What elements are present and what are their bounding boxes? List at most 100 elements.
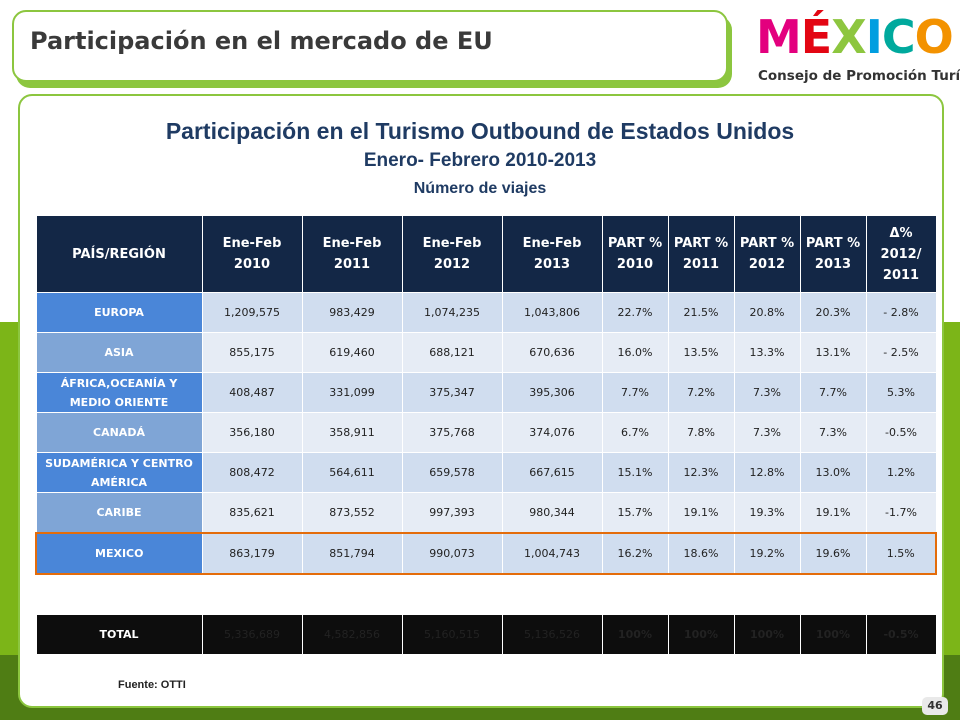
- cell-text: 2011: [333, 257, 371, 272]
- value-cell: 855,175: [201, 332, 303, 373]
- value-cell: 356,180: [201, 412, 303, 453]
- cell-text: SUDAMÉRICA Y CENTRO: [45, 456, 193, 470]
- value-cell: 20.8%: [733, 292, 801, 333]
- table-row: ÁFRICA,OCEANÍA Y MEDIO ORIENTE 408,487 331,…: [35, 372, 937, 413]
- value-cell: 13.5%: [667, 332, 735, 373]
- value-cell: 331,099: [301, 372, 403, 413]
- cell-text: PAÍS/REGIÓN: [72, 246, 166, 262]
- value-cell: 5,336,689: [201, 614, 303, 655]
- cell-text: Δ%: [889, 225, 913, 241]
- logo-letter: O: [914, 10, 954, 64]
- cell-text: 2012/: [880, 246, 922, 262]
- table-row: CARIBE 835,621 873,552 997,393 980,344 15.7% 1…: [35, 492, 937, 534]
- cell-text: PART %: [673, 236, 729, 251]
- value-cell: 16.0%: [601, 332, 669, 373]
- slide-title: Participación en el mercado de EU: [30, 27, 493, 55]
- value-cell: 13.0%: [799, 452, 867, 493]
- logo-letter: M: [756, 10, 802, 64]
- value-cell: 100%: [799, 614, 867, 655]
- value-cell: 851,794: [301, 532, 403, 575]
- cell-text: MEDIO ORIENTE: [69, 395, 169, 409]
- cell-text: 2010: [616, 257, 654, 272]
- cell-text: Ene-Feb: [422, 236, 482, 251]
- source-note: Fuente: OTTI: [118, 679, 186, 691]
- value-cell: 374,076: [501, 412, 603, 453]
- total-row: TOTAL 5,336,689 4,582,856 5,160,515 5,136,52…: [35, 614, 937, 655]
- column-header: Ene-Feb 2011: [301, 215, 403, 293]
- title-tab: [12, 10, 728, 82]
- value-cell: 7.7%: [799, 372, 867, 413]
- value-cell: 1.2%: [865, 452, 937, 493]
- cell-text: PART %: [739, 236, 795, 251]
- cell-text: MEXICO: [95, 547, 144, 560]
- column-header: PART % 2011: [667, 215, 735, 293]
- value-cell: 667,615: [501, 452, 603, 493]
- value-cell: - 2.5%: [865, 332, 937, 373]
- column-header: PAÍS/REGIÓN: [35, 215, 203, 293]
- cell-text: ÁFRICA,OCEANÍA Y: [60, 376, 178, 390]
- value-cell: 835,621: [201, 492, 303, 534]
- region-cell: MEXICO: [35, 532, 203, 575]
- cell-text: Ene-Feb: [222, 236, 282, 251]
- cell-text: EUROPA: [94, 306, 144, 319]
- value-cell: -0.5%: [865, 412, 937, 453]
- table-heading: Participación en el Turismo Outbound de …: [165, 118, 795, 144]
- column-header: Ene-Feb 2013: [501, 215, 603, 293]
- value-cell: 19.2%: [733, 532, 801, 575]
- value-cell: 1.5%: [865, 532, 937, 575]
- value-cell: 100%: [733, 614, 801, 655]
- value-cell: 980,344: [501, 492, 603, 534]
- value-cell: 7.3%: [733, 372, 801, 413]
- cell-text: Ene-Feb: [322, 236, 382, 251]
- table-row: MEXICO 863,179 851,794 990,073 1,004,743 16.2…: [35, 532, 937, 575]
- region-cell: CARIBE: [35, 492, 203, 534]
- value-cell: 564,611: [301, 452, 403, 493]
- value-cell: 395,306: [501, 372, 603, 413]
- cell-text: TOTAL: [99, 628, 139, 641]
- logo-letter: É: [800, 10, 832, 64]
- cell-text: PART %: [607, 236, 663, 251]
- value-cell: 19.6%: [799, 532, 867, 575]
- cell-text: 2013: [533, 257, 571, 272]
- value-cell: 808,472: [201, 452, 303, 493]
- column-header: PART % 2012: [733, 215, 801, 293]
- value-cell: 997,393: [401, 492, 503, 534]
- value-cell: 408,487: [201, 372, 303, 413]
- logo-letter: C: [881, 10, 916, 64]
- value-cell: 1,209,575: [201, 292, 303, 333]
- value-cell: 15.1%: [601, 452, 669, 493]
- value-cell: 7.3%: [733, 412, 801, 453]
- cell-text: 2012: [433, 257, 471, 272]
- value-cell: 12.3%: [667, 452, 735, 493]
- logo-letter: I: [865, 10, 883, 64]
- value-cell: 19.1%: [667, 492, 735, 534]
- value-cell: 100%: [601, 614, 669, 655]
- cell-text: ASIA: [104, 346, 134, 359]
- column-header: Δ% 2012/2011: [865, 215, 937, 293]
- column-header: PART % 2013: [799, 215, 867, 293]
- value-cell: 20.3%: [799, 292, 867, 333]
- value-cell: 7.7%: [601, 372, 669, 413]
- column-header: Ene-Feb 2012: [401, 215, 503, 293]
- value-cell: - 2.8%: [865, 292, 937, 333]
- table-row: EUROPA 1,209,575 983,429 1,074,235 1,043,806…: [35, 292, 937, 333]
- value-cell: 659,578: [401, 452, 503, 493]
- value-cell: 4,582,856: [301, 614, 403, 655]
- region-cell: EUROPA: [35, 292, 203, 333]
- cell-text: PART %: [805, 236, 861, 251]
- value-cell: 1,004,743: [501, 532, 603, 575]
- value-cell: 13.3%: [733, 332, 801, 373]
- region-cell: SUDAMÉRICA Y CENTRO AMÉRICA: [35, 452, 203, 493]
- value-cell: -0.5%: [865, 614, 937, 655]
- value-cell: 983,429: [301, 292, 403, 333]
- region-cell: TOTAL: [35, 614, 203, 655]
- value-cell: 5.3%: [865, 372, 937, 413]
- page-number: 46: [922, 697, 948, 715]
- value-cell: 7.8%: [667, 412, 735, 453]
- value-cell: 18.6%: [667, 532, 735, 575]
- value-cell: 15.7%: [601, 492, 669, 534]
- logo-letter: X: [831, 10, 866, 64]
- value-cell: 7.2%: [667, 372, 735, 413]
- cell-text: 2013: [814, 257, 852, 272]
- logo-subtitle: Consejo de Promoción Turística: [758, 68, 960, 84]
